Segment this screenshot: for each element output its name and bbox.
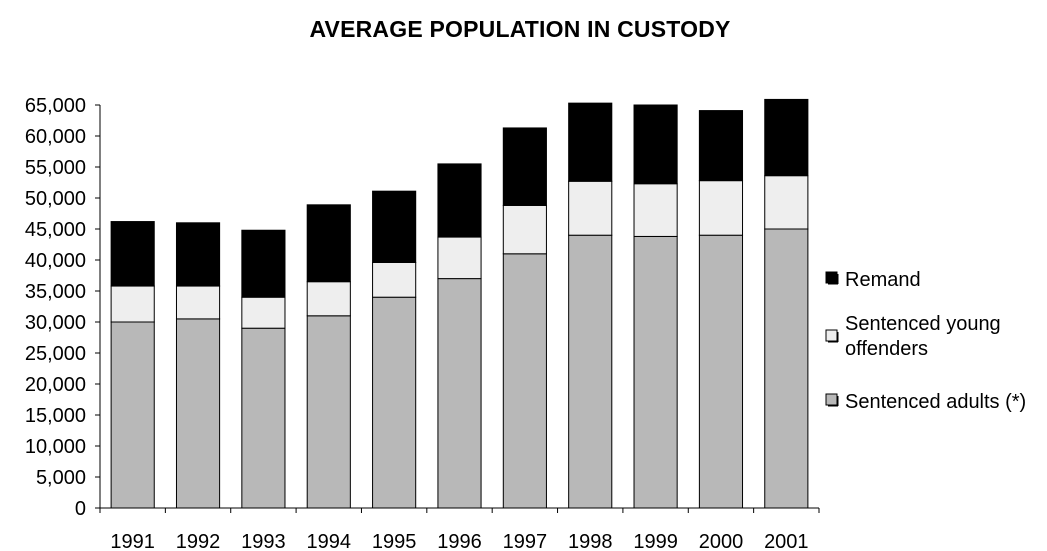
bar-segment-remand-1995 — [372, 190, 417, 263]
bar-segment-sentenced-young-offenders-2000 — [698, 180, 744, 236]
legend-swatch — [825, 329, 838, 342]
y-tick-label: 45,000 — [25, 219, 86, 241]
x-tick-label: 1991 — [110, 531, 155, 551]
x-tick-label: 1994 — [307, 531, 352, 551]
bar-segment-remand-2000 — [698, 110, 744, 182]
legend-swatch — [825, 271, 838, 284]
y-tick-label: 60,000 — [25, 126, 86, 148]
bar-segment-sentenced-young-offenders-1994 — [306, 281, 351, 317]
bar-segment-sentenced-adults-1994 — [306, 315, 351, 509]
legend-label: Sentenced adults (*) — [845, 391, 1026, 413]
bar-segment-remand-1991 — [110, 221, 155, 287]
bar-segment-sentenced-adults-1998 — [568, 234, 613, 509]
bar-segment-remand-1993 — [241, 229, 286, 298]
y-tick-label: 30,000 — [25, 312, 86, 334]
bar-segment-remand-1992 — [175, 222, 221, 287]
bar-segment-sentenced-young-offenders-1997 — [502, 204, 547, 255]
y-tick-label: 5,000 — [36, 467, 86, 489]
x-tick-label: 1993 — [241, 531, 286, 551]
x-tick-label: 1998 — [568, 531, 613, 551]
bar-segment-sentenced-adults-1997 — [502, 253, 547, 509]
chart-title: AVERAGE POPULATION IN CUSTODY — [309, 16, 731, 42]
y-tick-label: 20,000 — [25, 374, 86, 396]
bar-segment-sentenced-young-offenders-1998 — [568, 180, 613, 236]
bar-segment-remand-1998 — [568, 102, 613, 182]
bar-segment-sentenced-young-offenders-1999 — [633, 183, 678, 237]
x-tick-label: 2001 — [764, 531, 809, 551]
bar-segment-sentenced-young-offenders-1993 — [241, 296, 286, 329]
bar-segment-sentenced-adults-1995 — [372, 296, 417, 509]
bar-segment-remand-1997 — [502, 127, 547, 206]
legend-swatch — [825, 393, 838, 406]
x-tick-label: 2000 — [699, 531, 744, 551]
bar-segment-sentenced-young-offenders-1992 — [175, 285, 221, 320]
bar-segment-remand-2001 — [764, 98, 809, 177]
bar-segment-sentenced-adults-1992 — [175, 318, 221, 509]
bar-segment-sentenced-adults-1993 — [241, 327, 286, 509]
bars — [110, 98, 809, 509]
legend-label: Remand — [845, 269, 921, 291]
bar-segment-remand-1996 — [437, 163, 482, 238]
x-axis: 1991 1992 1993 1994 1995 1996 1997 1998 1999 2000… — [99, 507, 820, 551]
bar-segment-remand-1994 — [306, 204, 351, 283]
y-tick-label: 40,000 — [25, 250, 86, 272]
y-tick-label: 10,000 — [25, 436, 86, 458]
y-tick-label: 65,000 — [25, 95, 86, 117]
y-tick-label: 25,000 — [25, 343, 86, 365]
bar-segment-remand-1999 — [633, 104, 678, 185]
bar-segment-sentenced-adults-2001 — [764, 228, 809, 509]
y-axis: 0 5,000 10,000 15,000 20,000 25,000 30,000 35,0… — [25, 95, 101, 520]
legend: Remand Sentenced young offenders Sentenced … — [825, 269, 1026, 413]
bar-segment-sentenced-adults-2000 — [698, 234, 744, 509]
legend-label: Sentenced young offenders — [845, 313, 1001, 360]
bar-segment-sentenced-young-offenders-2001 — [764, 175, 809, 230]
x-tick-label: 1992 — [176, 531, 221, 551]
bar-segment-sentenced-young-offenders-1996 — [437, 236, 482, 280]
x-tick-label: 1996 — [437, 531, 482, 551]
bar-segment-sentenced-young-offenders-1991 — [110, 285, 155, 323]
bar-segment-sentenced-adults-1996 — [437, 278, 482, 509]
y-tick-label: 0 — [75, 498, 86, 520]
y-tick-label: 15,000 — [25, 405, 86, 427]
x-tick-label: 1995 — [372, 531, 417, 551]
bar-segment-sentenced-adults-1999 — [633, 235, 678, 509]
y-tick-label: 55,000 — [25, 157, 86, 179]
bar-segment-sentenced-young-offenders-1995 — [372, 261, 417, 298]
bar-segment-sentenced-adults-1991 — [110, 321, 155, 509]
y-tick-label: 50,000 — [25, 188, 86, 210]
x-tick-label: 1999 — [633, 531, 678, 551]
y-tick-label: 35,000 — [25, 281, 86, 303]
x-tick-label: 1997 — [503, 531, 548, 551]
